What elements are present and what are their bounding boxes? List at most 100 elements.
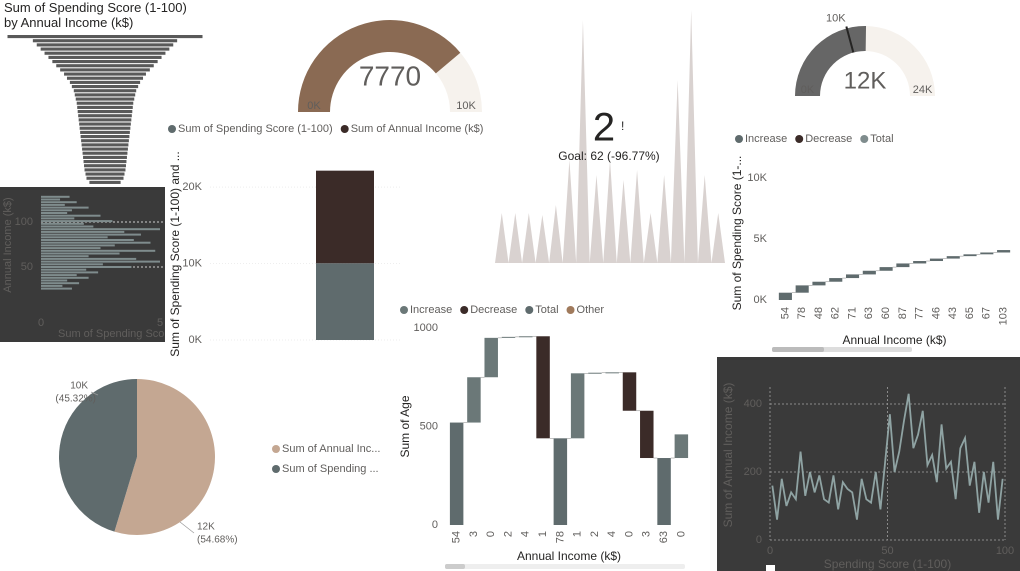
waterfall-bar: [536, 336, 550, 439]
bar-segment: [316, 263, 374, 340]
waterfall-bar: [913, 261, 927, 264]
funnel-bar: [80, 130, 130, 134]
legend-marker: [168, 125, 176, 133]
y-tick-label: 5K: [754, 233, 768, 245]
x-tick-label: 78: [554, 531, 566, 543]
x-tick-label: 62: [830, 307, 842, 319]
legend-marker: [795, 135, 804, 143]
scrollbar-thumb[interactable]: [445, 564, 465, 569]
y-axis-label: Sum of Spending Score (1-...: [730, 156, 744, 311]
legend-label: Sum of Spending Score (1-100): [178, 123, 333, 135]
waterfall-bar: [570, 373, 585, 439]
x-tick-label: 4: [606, 531, 618, 537]
waterfall-bar: [946, 256, 960, 259]
waterfall-bar: [605, 372, 619, 374]
waterfall-bar: [980, 252, 994, 255]
waterfall-bar: [449, 422, 464, 525]
x-tick-label: 54: [451, 531, 463, 543]
bar: [41, 263, 103, 266]
bar: [41, 203, 65, 206]
gauge-target: [845, 26, 855, 53]
y-tick-label: 0: [432, 519, 438, 531]
waterfall-bar: [484, 337, 498, 378]
gauge-value-label: 12K: [844, 67, 887, 94]
leader-line: [179, 521, 195, 534]
funnel-bar: [84, 168, 126, 172]
waterfall-bar: [896, 263, 910, 268]
waterfall-bar: [879, 267, 893, 271]
x-tick-label: 77: [914, 307, 926, 319]
x-tick-label: 0: [623, 531, 635, 537]
y-tick-label: 100: [15, 216, 33, 228]
scrollbar[interactable]: [445, 564, 685, 569]
x-tick-label: 100: [996, 545, 1014, 557]
funnel-bar: [73, 89, 137, 93]
funnel-bar: [78, 118, 132, 122]
bar: [41, 236, 108, 239]
line-series: [771, 393, 1004, 520]
y-tick-label: 0K: [754, 294, 768, 306]
bar: [41, 220, 113, 223]
funnel-bar: [75, 97, 135, 101]
y-axis-label: Sum of Age: [398, 395, 412, 457]
x-tick-label: 103: [998, 307, 1010, 325]
funnel-bar: [81, 143, 129, 147]
bar: [41, 212, 68, 214]
waterfall-bar: [812, 281, 826, 286]
bar-segment: [316, 170, 374, 264]
bar: [41, 225, 94, 228]
bar: [41, 274, 77, 277]
x-tick-label: 63: [863, 307, 875, 319]
waterfall-bar: [501, 336, 516, 338]
x-tick-label: 2: [502, 531, 514, 537]
scrollbar-thumb[interactable]: [772, 347, 824, 352]
x-tick-label: 54: [779, 307, 791, 319]
funnel-bar: [85, 172, 125, 176]
y-tick-label: 20K: [182, 181, 202, 193]
waterfall-bar: [657, 458, 671, 525]
waterfall-bar: [674, 434, 689, 459]
funnel-bar: [81, 139, 129, 143]
bar: [41, 241, 151, 244]
x-axis-label: Annual Income (k$): [517, 549, 621, 563]
pie-value-label: 12K: [197, 522, 215, 533]
bar: [41, 206, 89, 209]
legend-marker: [340, 125, 349, 133]
waterfall-bar: [929, 258, 944, 262]
waterfall-bar: [553, 438, 568, 525]
funnel-bar: [64, 72, 146, 76]
legend-label: Total: [535, 304, 558, 316]
x-tick-label: 5: [157, 317, 163, 329]
x-tick-label: 67: [981, 307, 993, 319]
bar: [41, 195, 70, 198]
y-tick-label: 50: [21, 261, 33, 273]
x-axis-label: Sum of Spending Score (1-100): [58, 328, 213, 340]
funnel-bar: [40, 47, 170, 51]
gauge-range-label: 0K: [307, 100, 321, 112]
funnel-bar: [77, 110, 133, 114]
funnel-bar: [69, 80, 141, 84]
x-axis-label: Annual Income (k$): [842, 333, 946, 347]
panel-handle[interactable]: [766, 565, 775, 571]
waterfall-bar: [622, 372, 637, 411]
y-axis-label: Sum of Spending Score (1-100) and ...: [168, 151, 182, 356]
bar: [41, 284, 63, 287]
funnel-bar: [76, 101, 134, 105]
bar: [41, 201, 77, 204]
waterfall-bar: [795, 285, 809, 293]
legend-label: Sum of Spending ...: [282, 463, 379, 475]
y-tick-label: 1000: [414, 322, 438, 334]
waterfall-bar: [588, 372, 602, 374]
waterfall-bar: [997, 250, 1011, 253]
y-tick-label: 10K: [182, 257, 202, 269]
x-tick-label: 87: [897, 307, 909, 319]
funnel-bar: [74, 93, 136, 97]
bar: [41, 268, 87, 271]
legend-marker: [272, 445, 280, 453]
funnel-bar: [44, 51, 166, 55]
gauge-value: [298, 20, 461, 112]
bar: [41, 279, 68, 282]
funnel-bar: [89, 180, 121, 184]
